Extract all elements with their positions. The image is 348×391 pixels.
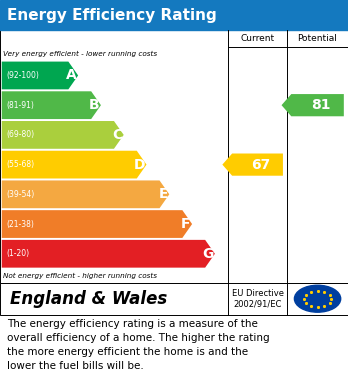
Text: EU Directive
2002/91/EC: EU Directive 2002/91/EC xyxy=(231,289,284,308)
Text: (55-68): (55-68) xyxy=(6,160,34,169)
Polygon shape xyxy=(282,94,344,116)
Text: Potential: Potential xyxy=(298,34,338,43)
Polygon shape xyxy=(2,61,78,89)
Text: 81: 81 xyxy=(311,98,331,112)
Text: Energy Efficiency Rating: Energy Efficiency Rating xyxy=(7,7,217,23)
Text: B: B xyxy=(89,98,100,112)
Text: E: E xyxy=(158,187,168,201)
Text: Very energy efficient - lower running costs: Very energy efficient - lower running co… xyxy=(3,50,158,57)
Polygon shape xyxy=(2,240,215,268)
Polygon shape xyxy=(2,151,147,179)
Text: G: G xyxy=(202,247,214,261)
Text: The energy efficiency rating is a measure of the
overall efficiency of a home. T: The energy efficiency rating is a measur… xyxy=(7,319,270,371)
Polygon shape xyxy=(2,181,169,208)
Text: (92-100): (92-100) xyxy=(6,71,39,80)
Text: (81-91): (81-91) xyxy=(6,100,34,110)
Text: F: F xyxy=(181,217,191,231)
Text: England & Wales: England & Wales xyxy=(10,290,168,308)
Polygon shape xyxy=(2,91,101,119)
Bar xyxy=(0,30,348,283)
Text: (69-80): (69-80) xyxy=(6,130,34,140)
Bar xyxy=(0,0,348,30)
Text: 67: 67 xyxy=(251,158,271,172)
Text: D: D xyxy=(134,158,145,172)
Polygon shape xyxy=(222,154,283,176)
Ellipse shape xyxy=(294,285,341,312)
Polygon shape xyxy=(2,121,124,149)
Text: (39-54): (39-54) xyxy=(6,190,34,199)
Text: (21-38): (21-38) xyxy=(6,219,34,229)
Text: C: C xyxy=(112,128,122,142)
Text: Not energy efficient - higher running costs: Not energy efficient - higher running co… xyxy=(3,273,158,279)
Polygon shape xyxy=(2,210,192,238)
Text: A: A xyxy=(66,68,77,83)
Bar xyxy=(0,283,348,315)
Text: Current: Current xyxy=(240,34,275,43)
Text: (1-20): (1-20) xyxy=(6,249,29,258)
